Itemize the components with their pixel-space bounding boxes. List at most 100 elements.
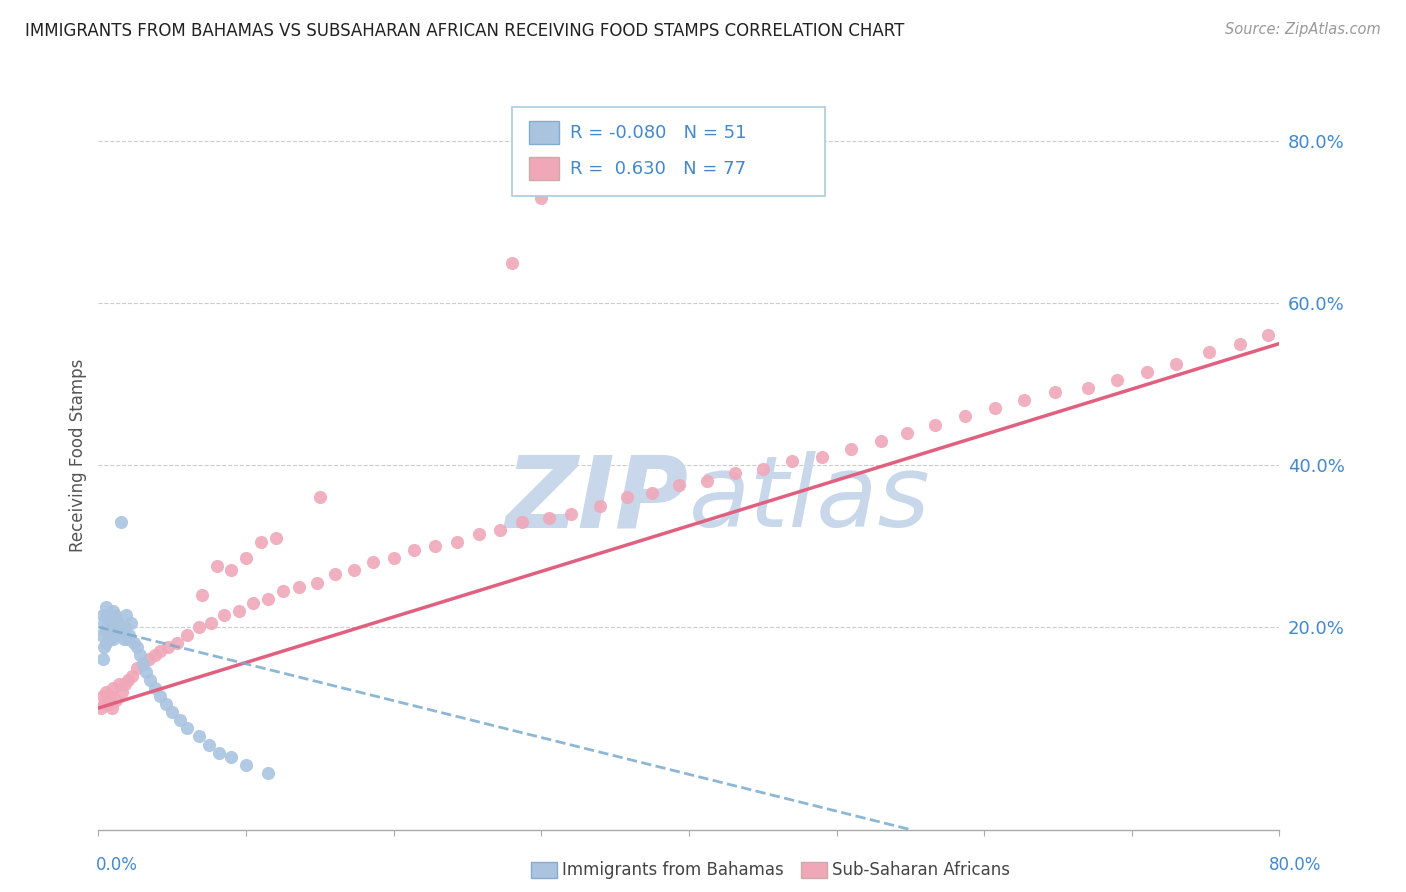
Point xyxy=(132,657,155,671)
Point xyxy=(107,615,129,630)
Text: R = -0.080   N = 51: R = -0.080 N = 51 xyxy=(569,124,747,142)
Point xyxy=(128,648,150,663)
Point xyxy=(221,749,243,764)
Point xyxy=(122,636,145,650)
Point xyxy=(96,693,118,707)
Point xyxy=(361,555,384,569)
Point xyxy=(924,417,946,432)
Y-axis label: Receiving Food Stamps: Receiving Food Stamps xyxy=(69,359,87,551)
Point xyxy=(489,523,512,537)
Point xyxy=(135,665,157,679)
Point xyxy=(782,454,804,468)
Point xyxy=(187,730,209,744)
Point xyxy=(143,681,166,695)
Point xyxy=(1166,357,1188,371)
Point xyxy=(696,475,718,489)
Text: Sub-Saharan Africans: Sub-Saharan Africans xyxy=(832,861,1011,879)
Point xyxy=(288,580,311,594)
Point xyxy=(115,607,138,622)
Point xyxy=(114,620,136,634)
Text: atlas: atlas xyxy=(689,451,931,549)
Point xyxy=(221,563,243,577)
Point xyxy=(94,636,117,650)
Point xyxy=(100,701,122,715)
Point xyxy=(104,607,127,622)
Point xyxy=(91,607,114,622)
Point xyxy=(94,599,117,614)
Point xyxy=(125,640,148,655)
Point xyxy=(616,491,638,505)
Text: ZIP: ZIP xyxy=(506,451,689,549)
Point xyxy=(91,652,114,666)
Point xyxy=(105,612,128,626)
Point xyxy=(104,620,127,634)
Point xyxy=(98,615,121,630)
Point xyxy=(752,462,775,476)
Point xyxy=(100,620,122,634)
Point xyxy=(93,640,115,655)
Point xyxy=(112,632,135,647)
Point xyxy=(97,697,120,711)
Point xyxy=(983,401,1005,416)
Point xyxy=(191,588,214,602)
Point xyxy=(103,681,125,695)
Point xyxy=(93,615,115,630)
Point xyxy=(200,615,222,630)
Point xyxy=(143,648,166,663)
FancyBboxPatch shape xyxy=(530,121,560,144)
Point xyxy=(125,660,148,674)
Point xyxy=(257,765,280,780)
Point xyxy=(98,689,121,703)
Point xyxy=(132,657,155,671)
FancyBboxPatch shape xyxy=(530,158,560,180)
Point xyxy=(176,628,198,642)
Point xyxy=(118,628,141,642)
Point xyxy=(117,673,139,687)
Point xyxy=(111,624,134,639)
Point xyxy=(169,713,191,727)
Point xyxy=(510,515,533,529)
Point xyxy=(589,499,612,513)
Point xyxy=(90,628,112,642)
Point xyxy=(404,543,426,558)
Point xyxy=(94,685,117,699)
Point xyxy=(242,596,264,610)
Point xyxy=(166,636,188,650)
Point xyxy=(212,607,235,622)
Point xyxy=(139,673,162,687)
Point xyxy=(1257,328,1279,343)
Point xyxy=(96,607,118,622)
Point xyxy=(343,563,366,577)
Point xyxy=(1229,336,1251,351)
Point xyxy=(97,612,120,626)
Point xyxy=(121,668,143,682)
Point xyxy=(953,409,976,424)
Point xyxy=(1043,385,1066,400)
Point xyxy=(560,507,582,521)
Point xyxy=(120,615,142,630)
Point xyxy=(114,677,136,691)
Point xyxy=(250,535,273,549)
Point xyxy=(98,632,121,647)
Point xyxy=(156,640,179,655)
Point xyxy=(90,701,112,715)
Point xyxy=(176,721,198,735)
Point xyxy=(235,757,257,772)
Point xyxy=(1107,373,1129,387)
Point xyxy=(1198,344,1220,359)
Point xyxy=(103,612,125,626)
Point xyxy=(501,255,523,269)
Point xyxy=(309,491,332,505)
Point xyxy=(187,620,209,634)
Text: R =  0.630   N = 77: R = 0.630 N = 77 xyxy=(569,160,745,178)
Point xyxy=(724,466,747,480)
Point xyxy=(96,620,118,634)
Point xyxy=(162,705,183,719)
Point xyxy=(97,628,120,642)
Point xyxy=(149,689,172,703)
Point xyxy=(149,644,172,658)
Point xyxy=(423,539,446,553)
Point xyxy=(810,450,832,464)
Text: Immigrants from Bahamas: Immigrants from Bahamas xyxy=(562,861,785,879)
Point xyxy=(668,478,690,492)
